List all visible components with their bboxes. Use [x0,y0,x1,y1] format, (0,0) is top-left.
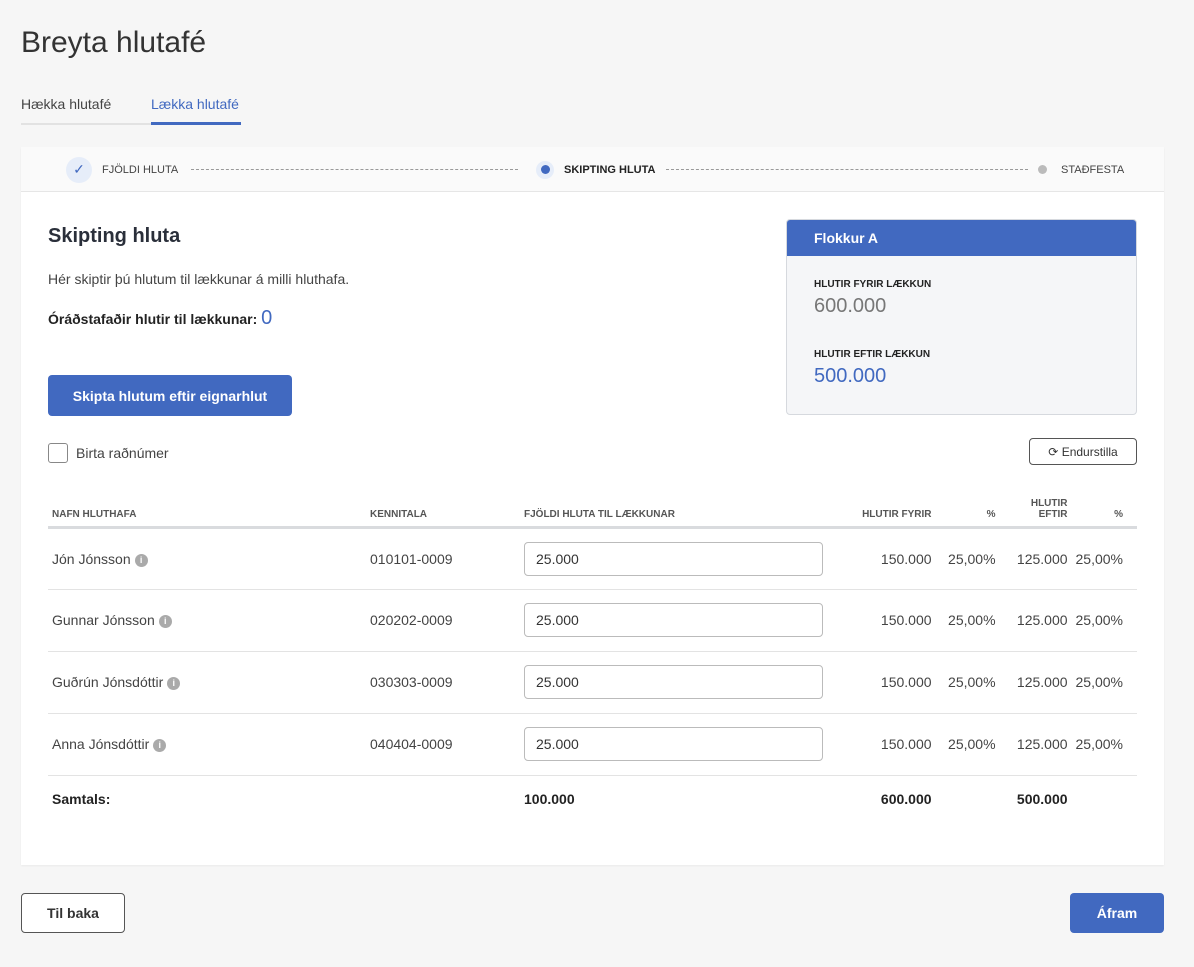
after-pct-cell: 25,00% [1071,651,1137,714]
total-row: Samtals: 100.000 600.000 500.000 [48,775,1137,823]
after-pct-cell: 25,00% [1071,713,1137,776]
empty-cell [936,775,1000,823]
shareholder-name: Jón Jónsson [52,550,131,567]
col-after: HLUTIR EFTIR [999,485,1072,529]
before-label: HLUTIR FYRIR LÆKKUN [814,279,932,290]
reset-label: Endurstilla [1061,444,1118,459]
amount-cell [520,651,836,714]
step-label: STAÐFESTA [1061,163,1125,176]
unallocated: Óráðstafaðir hlutir til lækkunar: 0 [48,307,273,329]
info-icon[interactable]: i [134,553,148,567]
show-ids-checkbox[interactable]: Birta raðnúmer [48,443,169,463]
before-cell: 150.000 [836,713,936,776]
empty-cell [1072,775,1137,823]
step-3: STAÐFESTA [1033,147,1124,192]
back-button[interactable]: Til baka [21,893,125,933]
before-pct-cell: 25,00% [935,713,1000,776]
shareholder-name: Anna Jónsdóttir [52,736,150,752]
step-2: SKIPTING HLUTA [536,147,655,192]
amount-input[interactable] [524,541,823,576]
kennitala-cell: 010101-0009 [366,527,520,590]
unallocated-value: 0 [261,307,273,329]
split-by-ownership-button[interactable]: Skipta hlutum eftir eignarhlut [48,375,292,416]
col-before: HLUTIR FYRIR [836,485,936,529]
amount-cell [520,589,836,652]
after-cell: 125.000 [999,589,1072,652]
next-button[interactable]: Áfram [1070,893,1164,933]
kennitala-cell: 030303-0009 [366,651,520,714]
after-value: 500.000 [814,365,887,387]
before-cell: 150.000 [836,651,936,714]
col-before-pct: % [935,485,1000,529]
after-cell: 125.000 [999,713,1072,776]
section-description: Hér skiptir þú hlutum til lækkunar á mil… [48,271,350,287]
after-pct-cell: 25,00% [1071,527,1137,590]
col-kennitala: KENNITALA [366,485,520,529]
shareholder-table: NAFN HLUTHAFA KENNITALA FJÖLDI HLUTA TIL… [48,485,1137,823]
amount-input[interactable] [524,665,823,699]
col-after-pct: % [1071,485,1137,529]
amount-input[interactable] [524,603,823,637]
before-value: 600.000 [814,295,887,317]
before-cell: 150.000 [836,527,936,590]
checkbox-icon[interactable] [48,443,68,463]
before-cell: 150.000 [836,589,936,652]
shareholder-name: Gunnar Jónsson [52,612,155,628]
total-after: 500.000 [1016,791,1068,808]
tab-decrease[interactable]: Lækka hlutafé [151,96,241,125]
after-pct-cell: 25,00% [1071,589,1137,652]
name-cell: Guðrún Jónsdóttir i [48,651,366,714]
before-pct-cell: 25,00% [935,589,1000,652]
info-icon[interactable]: i [158,615,172,628]
name-cell: Anna Jónsdóttir i [48,713,366,776]
after-cell: 125.000 [999,651,1072,714]
summary-title: Flokkur A [787,220,1136,256]
info-icon[interactable]: i [153,739,167,752]
name-cell: Jón Jónsson i [48,527,366,590]
before-pct-cell: 25,00% [935,527,1000,590]
step-connector [666,169,1028,170]
step-label: SKIPTING HLUTA [564,163,656,176]
shareholder-name: Guðrún Jónsdóttir [52,674,164,690]
step-connector [191,169,518,170]
kennitala-cell: 020202-0009 [366,589,520,652]
info-icon[interactable]: i [167,677,181,690]
class-summary-card: Flokkur A HLUTIR FYRIR LÆKKUN 600.000 HL… [786,219,1137,415]
section-title: Skipting hluta [48,225,181,247]
refresh-icon: ⟳ [1048,444,1059,459]
before-pct-cell: 25,00% [935,651,1000,714]
tabs: Hækka hlutafé Lækka hlutafé [21,96,241,125]
name-cell: Gunnar Jónsson i [48,589,366,652]
pending-step-icon [1033,161,1051,179]
amount-cell [520,527,836,590]
empty-cell [366,775,520,823]
checkbox-label: Birta raðnúmer [76,445,169,461]
check-icon: ✓ [66,156,92,183]
current-step-icon [536,160,554,179]
after-cell: 125.000 [999,527,1072,590]
total-before: 600.000 [880,791,932,808]
total-label: Samtals: [52,791,111,808]
main-card: ✓ FJÖLDI HLUTA SKIPTING HLUTA STAÐFESTA … [21,147,1164,865]
step-1: ✓ FJÖLDI HLUTA [66,147,178,192]
stepper: ✓ FJÖLDI HLUTA SKIPTING HLUTA STAÐFESTA [21,147,1164,192]
amount-cell [520,713,836,776]
reset-button[interactable]: ⟳ Endurstilla [1029,438,1137,465]
tab-increase[interactable]: Hækka hlutafé [21,96,151,125]
col-amount: FJÖLDI HLUTA TIL LÆKKUNAR [520,485,836,529]
amount-input[interactable] [524,727,823,761]
kennitala-cell: 040404-0009 [366,713,520,776]
page-title: Breyta hlutafé [21,26,207,59]
step-label: FJÖLDI HLUTA [102,163,179,176]
col-name: NAFN HLUTHAFA [48,485,366,529]
total-amount: 100.000 [524,791,575,808]
after-label: HLUTIR EFTIR LÆKKUN [814,349,931,360]
